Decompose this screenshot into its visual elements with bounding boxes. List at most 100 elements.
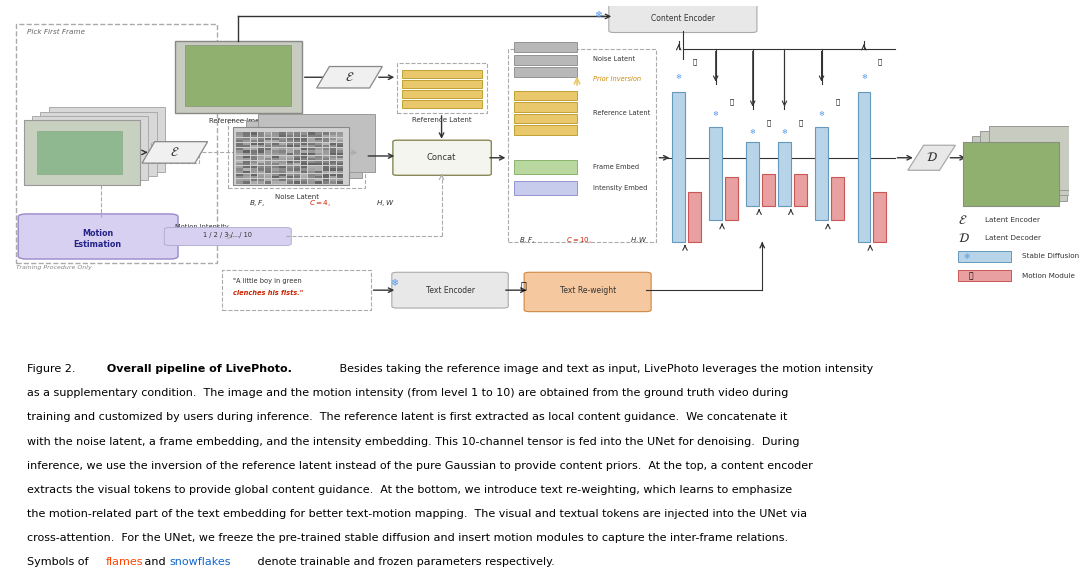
Bar	[272, 135, 279, 137]
Bar	[272, 176, 279, 178]
Bar	[323, 145, 329, 148]
Bar	[308, 174, 314, 176]
Bar	[258, 115, 375, 172]
Bar	[514, 91, 577, 100]
Bar	[337, 174, 343, 176]
Bar	[403, 70, 482, 78]
Polygon shape	[316, 66, 382, 88]
Bar	[514, 102, 577, 111]
Bar	[315, 148, 322, 150]
Bar	[308, 132, 314, 135]
Bar	[514, 114, 577, 123]
Bar	[337, 169, 343, 170]
Bar	[308, 156, 314, 158]
FancyBboxPatch shape	[164, 228, 292, 245]
Bar	[265, 181, 271, 183]
Bar	[294, 143, 300, 145]
Bar	[329, 166, 336, 168]
Bar	[315, 143, 322, 145]
Text: ❄: ❄	[782, 129, 787, 135]
Bar	[329, 148, 336, 150]
Bar	[294, 169, 300, 170]
Bar	[329, 143, 336, 145]
Bar	[251, 143, 257, 145]
Bar	[258, 143, 265, 145]
Bar	[258, 179, 265, 181]
Text: 🔥: 🔥	[729, 98, 733, 105]
Bar	[286, 174, 293, 176]
Bar	[251, 153, 257, 155]
Bar	[280, 143, 286, 145]
Bar	[315, 176, 322, 178]
Bar	[24, 120, 140, 185]
Bar	[286, 132, 293, 135]
Bar	[40, 111, 157, 176]
Bar	[832, 177, 843, 220]
Bar	[329, 176, 336, 178]
Bar	[286, 153, 293, 155]
Bar	[315, 158, 322, 160]
Bar	[315, 171, 322, 173]
Bar	[294, 132, 300, 135]
Bar	[308, 137, 314, 140]
Bar	[272, 158, 279, 160]
Bar	[301, 174, 308, 176]
Bar	[265, 140, 271, 143]
Bar	[233, 127, 350, 185]
Bar	[243, 179, 249, 181]
Bar	[251, 135, 257, 137]
Text: $B, F,$: $B, F,$	[518, 235, 535, 245]
Bar	[337, 164, 343, 165]
Bar	[243, 151, 249, 153]
Bar	[337, 171, 343, 173]
Bar	[280, 135, 286, 137]
Bar	[315, 151, 322, 153]
Bar	[258, 140, 265, 143]
Bar	[243, 171, 249, 173]
Bar	[243, 145, 249, 148]
Bar	[251, 164, 257, 165]
Bar	[265, 176, 271, 178]
Bar	[301, 145, 308, 148]
Bar	[337, 166, 343, 168]
Bar	[286, 145, 293, 148]
Bar	[49, 107, 165, 172]
Bar	[688, 192, 701, 242]
Text: 🔥: 🔥	[835, 98, 839, 105]
Text: Training Procedure Only: Training Procedure Only	[16, 265, 92, 270]
Bar	[258, 158, 265, 160]
Bar	[272, 151, 279, 153]
Bar	[243, 169, 249, 170]
Bar	[403, 80, 482, 87]
Bar	[251, 158, 257, 160]
Text: ❄: ❄	[594, 10, 603, 20]
Bar	[294, 166, 300, 168]
Bar	[251, 151, 257, 153]
Bar	[272, 181, 279, 183]
Text: as a supplementary condition.  The image and the motion intensity (from level 1 : as a supplementary condition. The image …	[27, 389, 788, 398]
Bar	[251, 137, 257, 140]
Bar	[24, 120, 140, 185]
Bar	[323, 143, 329, 145]
Bar	[272, 137, 279, 140]
Bar	[286, 166, 293, 168]
Bar	[710, 127, 723, 220]
Bar	[265, 143, 271, 145]
Bar	[301, 135, 308, 137]
Text: Estimation: Estimation	[73, 240, 122, 249]
Text: Motion: Motion	[82, 229, 113, 239]
Text: Noise Latent: Noise Latent	[593, 56, 635, 62]
Bar	[286, 179, 293, 181]
Bar	[243, 135, 249, 137]
Bar	[323, 135, 329, 137]
Bar	[301, 171, 308, 173]
Bar	[286, 169, 293, 170]
Text: flames: flames	[106, 558, 144, 567]
Bar	[286, 137, 293, 140]
Text: $H, W$: $H, W$	[376, 198, 394, 208]
Bar	[286, 140, 293, 143]
Text: 1 / 2 / 3 /.../ 10: 1 / 2 / 3 /.../ 10	[203, 232, 253, 239]
Bar	[280, 161, 286, 163]
Bar	[315, 169, 322, 170]
Text: ❄: ❄	[390, 278, 397, 288]
